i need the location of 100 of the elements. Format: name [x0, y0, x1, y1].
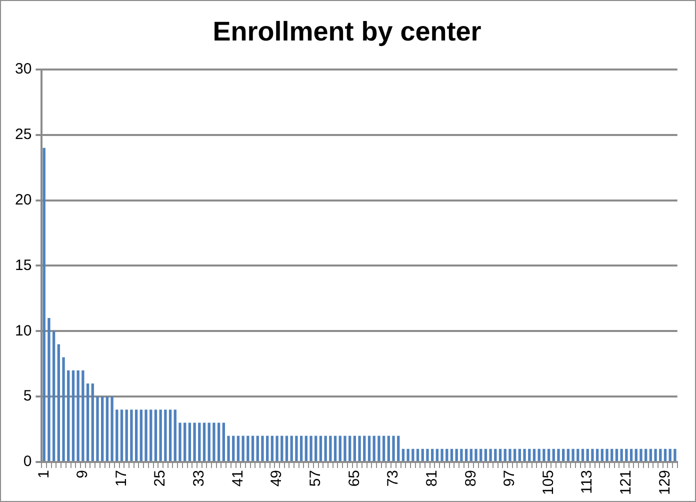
x-tick-label: 9: [74, 470, 92, 478]
bar: [130, 410, 133, 461]
x-tick-label: 25: [152, 470, 169, 487]
bar: [208, 422, 210, 461]
bar: [649, 448, 652, 461]
bar: [498, 448, 502, 461]
bar: [140, 410, 142, 461]
bar: [358, 436, 361, 461]
x-tick-label: 1: [35, 470, 52, 478]
bar: [164, 410, 167, 461]
bar: [120, 410, 124, 461]
x-tick-label: 17: [112, 470, 130, 487]
bar: [430, 448, 434, 461]
bar: [591, 448, 594, 461]
x-tick-label: 89: [462, 470, 480, 487]
bar: [416, 448, 420, 461]
bar: [270, 436, 274, 461]
bar: [285, 436, 288, 461]
bar: [144, 410, 148, 461]
bar: [334, 436, 337, 461]
x-tick-label: 113: [578, 470, 596, 494]
bar: [232, 436, 235, 461]
bar: [280, 436, 284, 461]
bar: [106, 396, 109, 461]
bar: [402, 448, 405, 461]
bar: [159, 410, 162, 461]
bar: [256, 436, 259, 461]
bar: [664, 448, 667, 461]
bar: [314, 436, 318, 461]
bar: [368, 436, 371, 461]
x-tick-label: 49: [268, 470, 286, 487]
bar: [261, 436, 264, 461]
bar: [668, 448, 672, 461]
bar: [392, 436, 395, 461]
bar: [654, 448, 657, 461]
bar: [52, 331, 56, 461]
x-tick-label: 97: [501, 470, 518, 487]
bar: [378, 436, 380, 461]
bar: [212, 422, 216, 461]
bar: [600, 448, 604, 461]
bar: [338, 436, 342, 461]
bar: [222, 422, 225, 461]
bar: [552, 448, 555, 461]
bar: [217, 422, 220, 461]
bar: [620, 448, 623, 461]
bar: [470, 448, 472, 461]
bar: [412, 448, 414, 461]
bar: [557, 448, 560, 461]
x-tick-label: 81: [423, 470, 440, 487]
bar: [562, 448, 565, 461]
x-tick-label: 121: [618, 470, 635, 496]
bar: [634, 448, 638, 461]
bar: [295, 436, 298, 461]
bar: [329, 436, 332, 461]
bar: [227, 436, 230, 461]
bar: [363, 436, 366, 461]
bar: [640, 448, 642, 461]
bar: [154, 410, 158, 461]
bar: [304, 436, 308, 461]
bar: [464, 448, 468, 461]
bar: [572, 448, 574, 461]
y-tick-label: 20: [14, 191, 32, 208]
bar: [310, 436, 312, 461]
bar: [242, 436, 244, 461]
bar: [644, 448, 648, 461]
bar: [542, 448, 546, 461]
bar: [76, 370, 80, 461]
bar: [319, 436, 322, 461]
bar: [125, 410, 128, 461]
bar: [532, 448, 536, 461]
bar: [57, 344, 60, 461]
bar: [344, 436, 346, 461]
bar: [440, 448, 444, 461]
x-tick-label: 129: [656, 470, 674, 496]
bar: [450, 448, 454, 461]
bar: [387, 436, 390, 461]
bar: [353, 436, 356, 461]
bar: [193, 422, 196, 461]
bar: [659, 448, 662, 461]
bar: [455, 448, 458, 461]
bar: [625, 448, 628, 461]
bar: [528, 448, 531, 461]
bar: [630, 448, 633, 461]
bar: [246, 436, 250, 461]
y-tick-label: 5: [23, 388, 32, 405]
bar: [266, 436, 269, 461]
bar: [508, 448, 512, 461]
x-tick-label: 57: [307, 470, 324, 487]
x-tick-label: 105: [540, 470, 557, 496]
bar: [168, 410, 172, 461]
bar: [174, 410, 176, 461]
bar: [504, 448, 506, 461]
bar: [674, 448, 676, 461]
bar: [198, 422, 201, 461]
bar: [276, 436, 278, 461]
bar: [610, 448, 614, 461]
bar: [436, 448, 439, 461]
bar: [494, 448, 497, 461]
bar: [202, 422, 206, 461]
bar: [538, 448, 540, 461]
